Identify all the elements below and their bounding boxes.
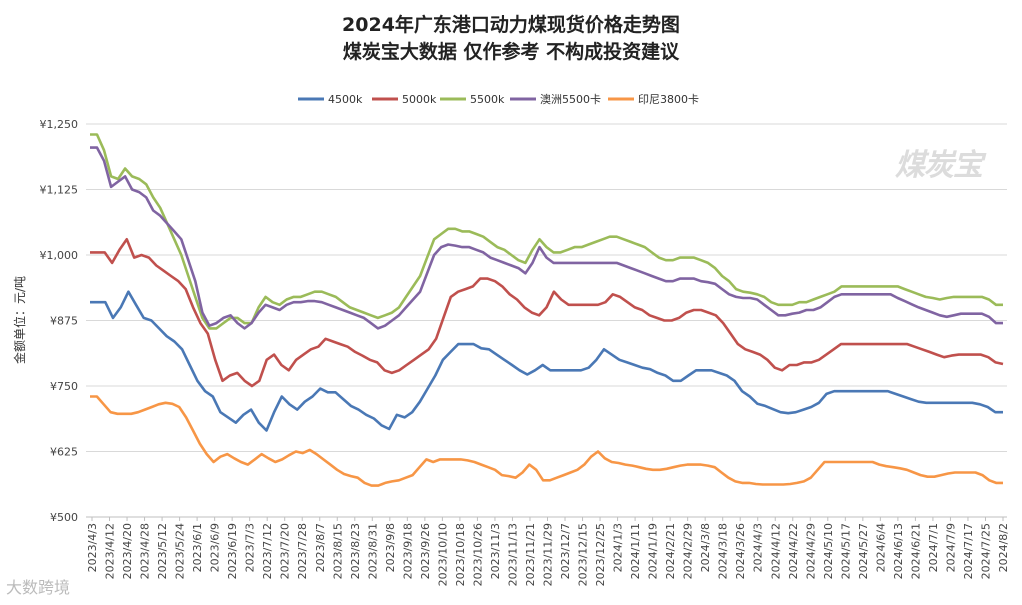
x-tick-label: 2023/5/12 xyxy=(156,523,169,579)
x-tick-label: 2024/1/11 xyxy=(629,523,642,579)
x-tick-label: 2024/6/13 xyxy=(892,523,905,579)
x-tick-label: 2023/11/13 xyxy=(506,523,519,586)
series-line-0 xyxy=(90,290,1003,432)
x-tick-label: 2024/6/21 xyxy=(909,523,922,579)
x-tick-label: 2024/3/26 xyxy=(734,523,747,579)
x-tick-label: 2023/6/19 xyxy=(226,523,239,579)
y-tick-label: ¥875 xyxy=(50,315,78,328)
x-tick-label: 2024/7/1 xyxy=(927,523,940,572)
x-tick-label: 2023/8/7 xyxy=(314,523,327,572)
x-tick-label: 2023/6/1 xyxy=(191,523,204,572)
x-tick-label: 2023/9/18 xyxy=(401,523,414,579)
x-tick-label: 2024/5/10 xyxy=(822,523,835,579)
x-tick-label: 2023/4/12 xyxy=(104,523,117,579)
x-tick-label: 2023/12/15 xyxy=(577,523,590,586)
watermark-logo: 煤炭宝 xyxy=(895,148,983,183)
x-tick-label: 2023/12/7 xyxy=(559,523,572,579)
y-tick-label: ¥500 xyxy=(50,511,78,524)
x-tick-label: 2024/4/29 xyxy=(804,523,817,579)
x-tick-label: 2023/11/3 xyxy=(489,523,502,579)
bottom-watermark: 大数跨境 xyxy=(6,578,71,597)
x-tick-label: 2023/7/20 xyxy=(279,523,292,579)
x-tick-label: 2023/4/3 xyxy=(86,523,99,572)
x-tick-label: 2023/6/9 xyxy=(209,523,222,572)
chart-title: 2024年广东港口动力煤现货价格走势图 xyxy=(342,14,680,36)
x-tick-label: 2024/1/19 xyxy=(647,523,660,579)
y-tick-label: ¥750 xyxy=(50,380,78,393)
x-tick-label: 2024/4/12 xyxy=(769,523,782,579)
x-tick-label: 2024/7/25 xyxy=(979,523,992,579)
series-line-3 xyxy=(90,146,1003,330)
series-line-2 xyxy=(90,133,1003,330)
x-tick-label: 2024/5/17 xyxy=(839,523,852,579)
legend-label-1: 5000k xyxy=(402,93,437,106)
x-tick-label: 2023/9/8 xyxy=(384,523,397,572)
legend-label-0: 4500k xyxy=(328,93,363,106)
x-tick-label: 2024/8/2 xyxy=(997,523,1010,572)
y-tick-label: ¥1,000 xyxy=(40,249,79,262)
x-tick-label: 2023/5/24 xyxy=(174,523,187,579)
x-tick-label: 2024/2/29 xyxy=(682,523,695,579)
series-line-4 xyxy=(90,395,1003,487)
x-tick-label: 2024/4/3 xyxy=(752,523,765,572)
x-tick-label: 2024/3/18 xyxy=(717,523,730,579)
x-tick-label: 2023/4/28 xyxy=(139,523,152,579)
legend-label-3: 澳洲5500卡 xyxy=(540,93,601,106)
chart-subtitle: 煤炭宝大数据 仅作参考 不构成投资建议 xyxy=(342,41,680,63)
x-tick-label: 2023/12/25 xyxy=(594,523,607,586)
x-tick-label: 2023/11/21 xyxy=(524,523,537,586)
x-tick-label: 2023/8/31 xyxy=(366,523,379,579)
x-tick-label: 2024/6/4 xyxy=(874,523,887,572)
legend-label-2: 5500k xyxy=(470,93,505,106)
x-tick-label: 2023/7/28 xyxy=(296,523,309,579)
x-tick-label: 2023/4/20 xyxy=(121,523,134,579)
y-tick-label: ¥625 xyxy=(50,446,78,459)
x-tick-label: 2023/8/23 xyxy=(349,523,362,579)
series-line-1 xyxy=(90,238,1004,388)
y-axis-label: 金额单位：元/吨 xyxy=(12,276,27,364)
y-tick-label: ¥1,250 xyxy=(40,118,79,131)
y-tick-label: ¥1,125 xyxy=(40,184,79,197)
x-tick-label: 2024/7/17 xyxy=(962,523,975,579)
x-tick-label: 2024/1/3 xyxy=(612,523,625,572)
x-tick-label: 2024/2/21 xyxy=(664,523,677,579)
x-tick-label: 2023/10/18 xyxy=(454,523,467,586)
x-tick-label: 2023/11/29 xyxy=(542,523,555,586)
x-tick-label: 2024/5/27 xyxy=(857,523,870,579)
x-tick-label: 2024/7/9 xyxy=(944,523,957,572)
x-tick-label: 2023/7/3 xyxy=(244,523,257,572)
x-tick-label: 2023/10/10 xyxy=(436,523,449,586)
x-tick-label: 2024/4/22 xyxy=(787,523,800,579)
x-tick-label: 2023/10/26 xyxy=(471,523,484,586)
x-tick-label: 2023/8/15 xyxy=(331,523,344,579)
x-tick-label: 2023/9/26 xyxy=(419,523,432,579)
x-tick-label: 2023/7/12 xyxy=(261,523,274,579)
x-tick-label: 2024/3/8 xyxy=(699,523,712,572)
legend-label-4: 印尼3800卡 xyxy=(638,93,699,106)
